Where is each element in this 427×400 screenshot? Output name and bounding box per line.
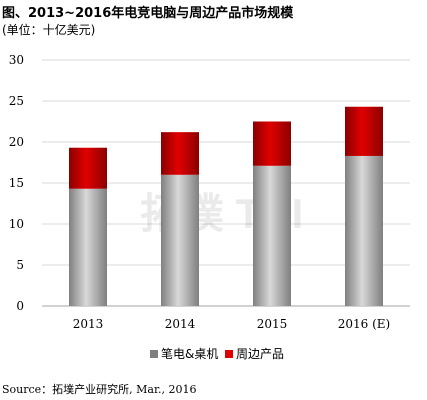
x-tick-label: 2015	[257, 317, 288, 331]
y-tick-label: 15	[9, 176, 24, 190]
x-axis: 2013 2014 2015 2016 (E)	[73, 317, 391, 331]
bar-pc-2016E	[345, 155, 383, 306]
x-tick-label: 2016 (E)	[338, 317, 390, 331]
bar-pc-2013	[69, 188, 107, 306]
legend-swatch	[225, 350, 233, 358]
legend-label: 笔电&桌机	[161, 346, 218, 361]
y-tick-label: 5	[16, 258, 24, 272]
x-tick-label: 2014	[165, 317, 196, 331]
legend-swatch	[150, 350, 158, 358]
bar-peripheral-2014	[161, 132, 199, 175]
legend-label: 周边产品	[236, 347, 284, 361]
bar-peripheral-2015	[253, 121, 291, 166]
y-tick-label: 0	[16, 299, 24, 313]
y-axis: 0 5 10 15 20 25 30	[9, 53, 24, 313]
y-tick-label: 10	[9, 217, 24, 231]
source-note: Source：拓墣产业研究所, Mar., 2016	[2, 383, 197, 396]
bar-peripheral-2016E	[345, 106, 383, 156]
bar-pc-2015	[253, 165, 291, 306]
bars	[69, 106, 383, 306]
bar-pc-2014	[161, 174, 199, 306]
x-tick-label: 2013	[73, 317, 104, 331]
legend: 笔电&桌机 周边产品	[150, 346, 284, 361]
unit-label: (单位：十亿美元)	[2, 23, 96, 37]
chart-title: 图、2013~2016年电竞电脑与周边产品市场规模	[2, 6, 294, 21]
bar-peripheral-2013	[69, 147, 107, 189]
y-tick-label: 30	[9, 53, 24, 67]
y-tick-label: 25	[9, 94, 24, 108]
y-tick-label: 20	[9, 135, 24, 149]
